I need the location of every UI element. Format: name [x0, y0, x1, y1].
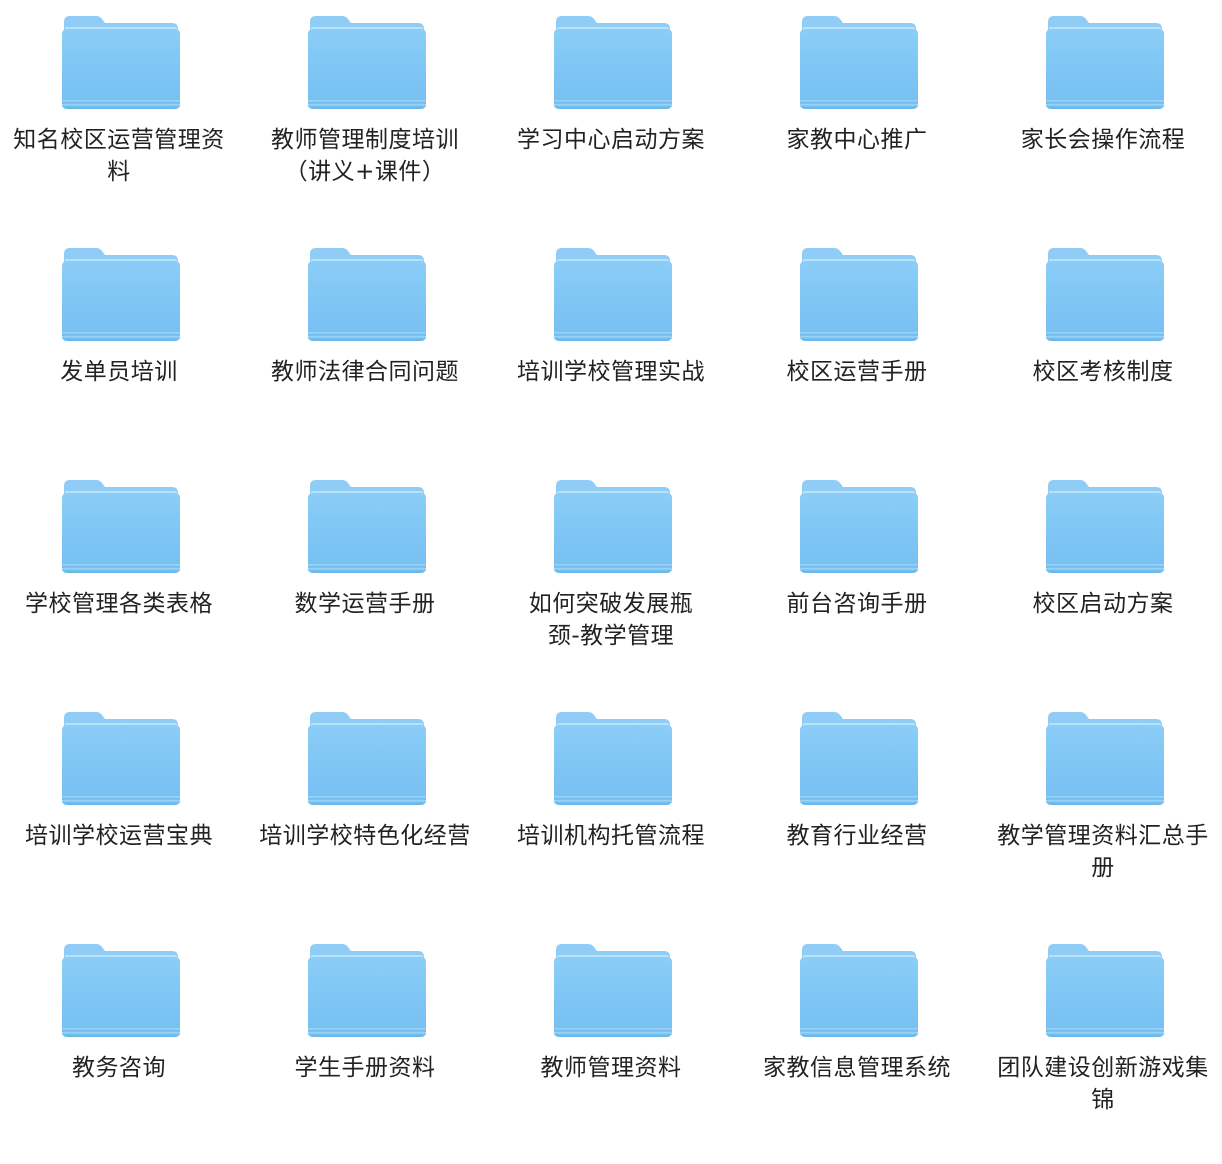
folder-label: 培训学校管理实战 [517, 359, 705, 385]
folder-item[interactable]: 前台咨询手册 [742, 464, 972, 684]
folder-label: 学习中心启动方案 [517, 127, 705, 153]
folder-icon [798, 476, 918, 576]
folder-icon [1044, 12, 1164, 112]
folder-item[interactable]: 团队建设创新游戏集锦 [988, 928, 1218, 1148]
folder-label: 数学运营手册 [294, 591, 436, 617]
folder-icon [60, 708, 180, 808]
folder-icon [552, 12, 672, 112]
folder-label: 学校管理各类表格 [25, 591, 213, 617]
folder-icon [60, 244, 180, 344]
folder-label: 校区运营手册 [786, 359, 928, 385]
folder-icon [798, 708, 918, 808]
folder-item[interactable]: 教学管理资料汇总手册 [988, 696, 1218, 916]
folder-icon [60, 12, 180, 112]
folder-item[interactable]: 校区运营手册 [742, 232, 972, 452]
folder-item[interactable]: 培训学校特色化经营 [250, 696, 480, 916]
folder-item[interactable]: 发单员培训 [4, 232, 234, 452]
folder-icon [306, 12, 426, 112]
folder-item[interactable]: 校区考核制度 [988, 232, 1218, 452]
folder-label: 家教信息管理系统 [763, 1055, 951, 1081]
folder-label: 发单员培训 [60, 359, 178, 385]
folder-label: 培训学校运营宝典 [25, 823, 213, 849]
folder-label: 家长会操作流程 [1020, 127, 1186, 153]
folder-icon [552, 476, 672, 576]
folder-item[interactable]: 培训机构托管流程 [496, 696, 726, 916]
folder-icon [552, 244, 672, 344]
folder-item[interactable]: 教师管理制度培训（讲义+课件） [250, 0, 480, 220]
folder-icon [798, 940, 918, 1040]
folder-icon [798, 244, 918, 344]
folder-item[interactable]: 学习中心启动方案 [496, 0, 726, 220]
folder-label: 学生手册资料 [294, 1055, 436, 1081]
folder-icon [1044, 940, 1164, 1040]
folder-item[interactable]: 教师法律合同问题 [250, 232, 480, 452]
folder-label: 教师法律合同问题 [271, 359, 459, 385]
folder-item[interactable]: 教育行业经营 [742, 696, 972, 916]
folder-label: 教师管理制度培训（讲义+课件） [271, 127, 459, 185]
folder-icon [306, 244, 426, 344]
folder-icon [798, 12, 918, 112]
folder-item[interactable]: 家长会操作流程 [988, 0, 1218, 220]
folder-label: 前台咨询手册 [786, 591, 928, 617]
folder-item[interactable]: 教师管理资料 [496, 928, 726, 1148]
folder-label: 校区启动方案 [1032, 591, 1174, 617]
folder-icon [306, 476, 426, 576]
folder-item[interactable]: 学校管理各类表格 [4, 464, 234, 684]
folder-label: 教育行业经营 [786, 823, 928, 849]
folder-label: 校区考核制度 [1032, 359, 1174, 385]
folder-item[interactable]: 培训学校管理实战 [496, 232, 726, 452]
folder-icon [1044, 476, 1164, 576]
folder-label: 家教中心推广 [786, 127, 928, 153]
folder-icon [552, 708, 672, 808]
folder-icon [1044, 244, 1164, 344]
folder-item[interactable]: 数学运营手册 [250, 464, 480, 684]
folder-item[interactable]: 如何突破发展瓶颈-教学管理 [496, 464, 726, 684]
folder-label: 如何突破发展瓶颈-教学管理 [528, 591, 694, 649]
folder-item[interactable]: 校区启动方案 [988, 464, 1218, 684]
folder-label: 教务咨询 [72, 1055, 166, 1081]
folder-icon [306, 708, 426, 808]
folder-item[interactable]: 家教信息管理系统 [742, 928, 972, 1148]
folder-item[interactable]: 知名校区运营管理资料 [4, 0, 234, 220]
folder-icon [552, 940, 672, 1040]
folder-label: 教学管理资料汇总手册 [997, 823, 1209, 881]
folder-item[interactable]: 教务咨询 [4, 928, 234, 1148]
folder-icon [60, 940, 180, 1040]
folder-item[interactable]: 培训学校运营宝典 [4, 696, 234, 916]
folder-label: 教师管理资料 [540, 1055, 682, 1081]
folder-label: 培训机构托管流程 [517, 823, 705, 849]
folder-icon [60, 476, 180, 576]
folder-label: 培训学校特色化经营 [259, 823, 471, 849]
folder-item[interactable]: 学生手册资料 [250, 928, 480, 1148]
folder-item[interactable]: 家教中心推广 [742, 0, 972, 220]
folder-label: 团队建设创新游戏集锦 [997, 1055, 1209, 1113]
folder-label: 知名校区运营管理资料 [13, 127, 225, 185]
folder-icon [1044, 708, 1164, 808]
folder-icon [306, 940, 426, 1040]
